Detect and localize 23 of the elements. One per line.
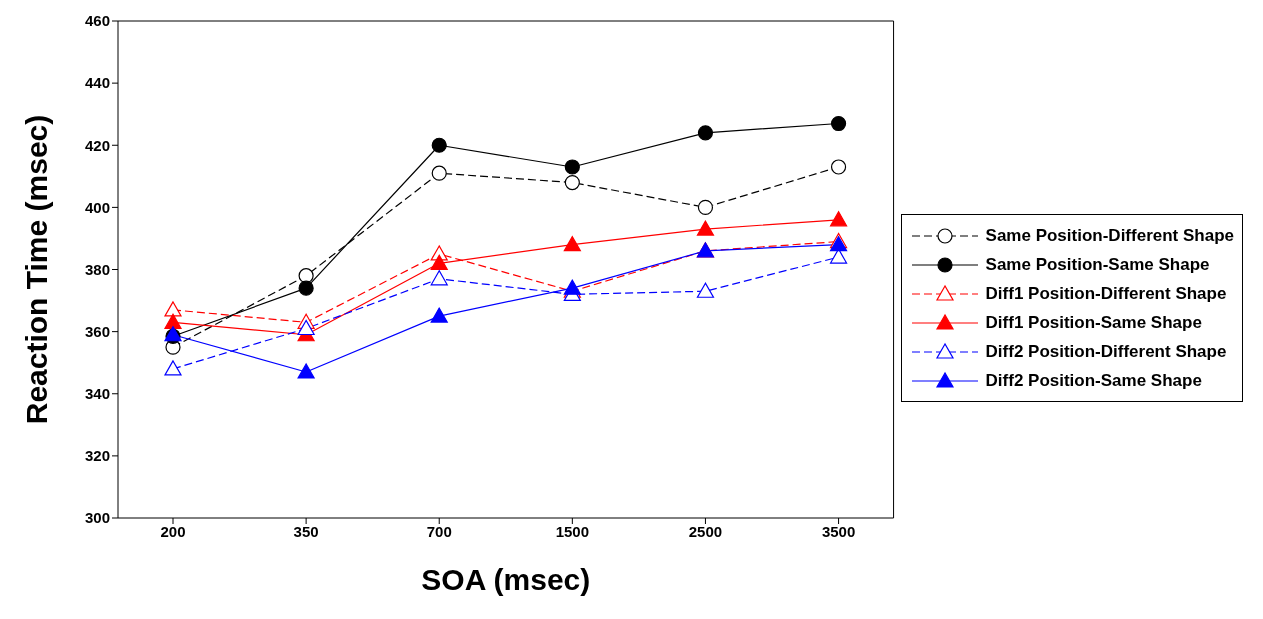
y-tick-label: 360 [84, 322, 110, 340]
y-tick-label: 420 [84, 136, 110, 154]
y-tick-label: 460 [84, 12, 110, 30]
x-tick-label: 3500 [821, 522, 856, 540]
x-tick-label: 700 [426, 522, 452, 540]
x-tick-label: 1500 [555, 522, 590, 540]
legend-label: Diff1 Position-Same Shape [985, 312, 1202, 333]
y-tick-label: 400 [84, 198, 110, 216]
y-tick-label: 440 [84, 74, 110, 92]
y-axis-title: Reaction Time (msec) [19, 114, 53, 425]
y-tick-label: 320 [84, 447, 110, 465]
legend-label: Same Position-Same Shape [985, 254, 1210, 275]
y-tick-label: 340 [84, 385, 110, 403]
x-tick-label: 200 [160, 522, 186, 540]
x-axis-title: SOA (msec) [421, 563, 591, 596]
x-tick-label: 2500 [688, 522, 723, 540]
legend-label: Diff1 Position-Different Shape [985, 283, 1227, 304]
legend-label: Diff2 Position-Different Shape [985, 341, 1227, 362]
legend-label: Same Position-Different Shape [985, 225, 1234, 246]
y-tick-label: 380 [84, 260, 110, 278]
y-tick-label: 300 [84, 509, 110, 527]
legend-label: Diff2 Position-Same Shape [985, 370, 1202, 391]
x-tick-label: 350 [293, 522, 319, 540]
